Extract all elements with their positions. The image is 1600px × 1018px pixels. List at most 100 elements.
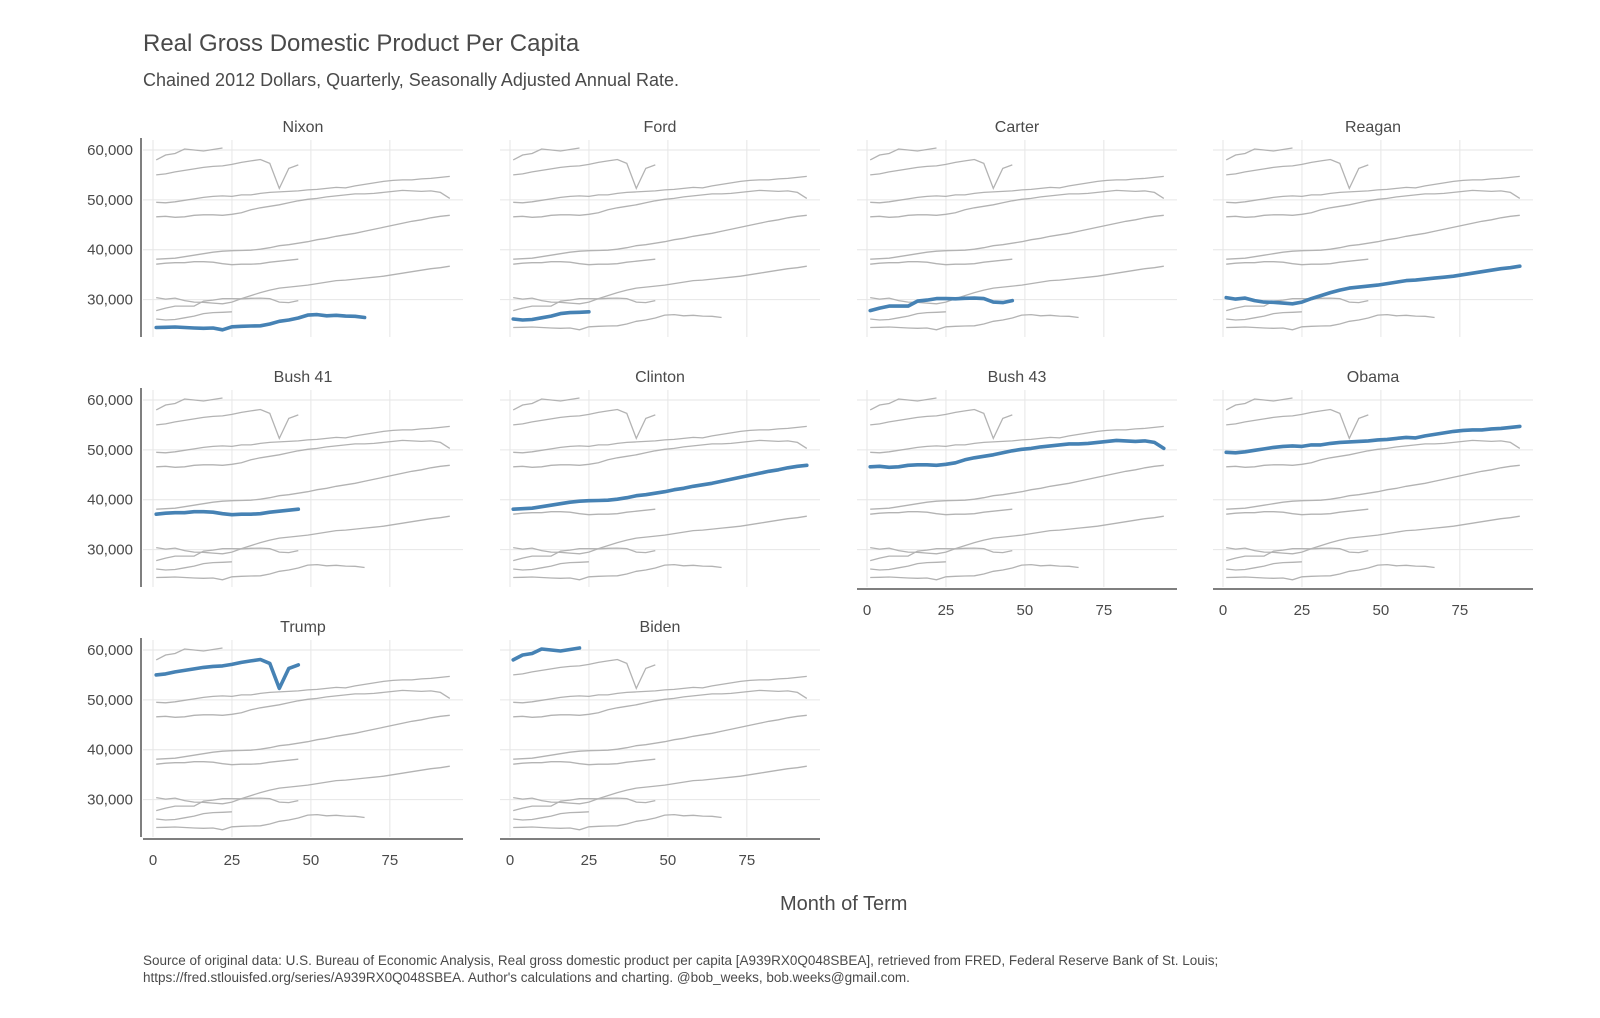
context-series-line [513,214,807,260]
y-tick-label: 50,000 [87,192,133,209]
panel-title: Nixon [283,119,324,136]
x-tick-label: 25 [581,852,598,869]
context-series-line [513,408,656,441]
context-series-line [513,258,656,266]
context-series-line [1226,561,1302,571]
x-tick-label: 75 [738,852,755,869]
context-series-line [513,797,656,812]
context-series-line [155,647,223,661]
context-series-line [1226,464,1520,510]
x-tick-label: 0 [506,852,514,869]
context-series-line [1226,313,1435,331]
series-line [511,463,809,512]
context-series-line [156,813,365,831]
y-tick-label: 60,000 [87,142,133,159]
context-series-line [870,563,1079,581]
context-series-line [1225,147,1293,161]
context-series-line [156,765,450,805]
context-series-line [870,547,1013,562]
context-series-line [513,313,722,331]
y-tick-label: 50,000 [87,692,133,709]
series-line [154,507,301,517]
context-series-line [156,214,450,260]
context-series-line [513,561,589,571]
x-tick-label: 75 [381,852,398,869]
x-tick-label: 50 [660,852,677,869]
panel-title: Obama [1347,369,1400,386]
context-series-line [870,265,1164,305]
context-series-line [870,158,1013,191]
context-series-line [156,189,451,218]
context-series-line [156,689,451,718]
context-series-line [1225,397,1293,411]
caption-line: https://fred.stlouisfed.org/series/A939R… [143,970,910,985]
source-caption: Source of original data: U.S. Bureau of … [143,952,1563,986]
panel-title: Bush 41 [274,369,333,386]
context-series-line [156,758,299,766]
context-series-line [513,689,808,718]
series-line [868,296,1015,313]
x-axis-label: Month of Term [780,893,908,915]
context-series-line [156,561,232,571]
context-series-line [1226,508,1369,516]
x-tick-label: 25 [938,602,955,619]
context-series-line [156,297,299,312]
y-tick-label: 60,000 [87,642,133,659]
context-series-line [513,758,656,766]
context-series-line [870,561,946,571]
panel-title: Biden [640,619,681,636]
x-tick-label: 25 [224,852,241,869]
x-tick-label: 0 [863,602,871,619]
context-series-line [870,408,1013,441]
context-series-line [156,675,450,704]
context-series-line [513,265,807,305]
context-series-line [1226,297,1369,312]
context-series-line [869,397,937,411]
series-line [154,657,301,691]
context-series-line [156,425,450,454]
series-line [154,312,367,332]
context-series-line [513,515,807,555]
context-series-line [512,397,580,411]
context-series-line [156,408,299,441]
caption-line: Source of original data: U.S. Bureau of … [143,953,1219,968]
series-line [511,646,582,662]
context-series-line [156,265,450,305]
context-series-line [513,765,807,805]
context-series-line [155,397,223,411]
chart-title: Real Gross Domestic Product Per Capita [143,30,580,57]
context-series-line [870,464,1164,510]
context-series-line [156,515,450,555]
context-series-line [513,439,808,468]
context-series-line [513,425,807,454]
context-series-line [513,675,807,704]
x-tick-label: 50 [1373,602,1390,619]
context-series-line [156,563,365,581]
context-series-line [870,508,1013,516]
context-series-line [870,425,1164,454]
y-tick-label: 40,000 [87,242,133,259]
context-series-line [156,797,299,812]
context-series-line [513,547,656,562]
context-series-line [513,714,807,760]
panel-title: Trump [280,619,326,636]
context-series-line [1226,175,1520,204]
context-series-line [156,464,450,510]
y-tick-label: 40,000 [87,492,133,509]
series-line [868,438,1166,470]
context-series-line [1226,158,1369,191]
y-tick-label: 30,000 [87,292,133,309]
y-tick-label: 50,000 [87,442,133,459]
context-series-line [870,175,1164,204]
context-series-line [513,658,656,691]
context-series-line [870,258,1013,266]
x-tick-label: 75 [1095,602,1112,619]
context-series-line [156,714,450,760]
context-series-line [1226,547,1369,562]
context-series-line [1226,258,1369,266]
context-series-line [156,175,450,204]
x-tick-label: 25 [1294,602,1311,619]
panel-title: Bush 43 [988,369,1047,386]
context-series-line [1226,563,1435,581]
panel-title: Clinton [635,369,685,386]
